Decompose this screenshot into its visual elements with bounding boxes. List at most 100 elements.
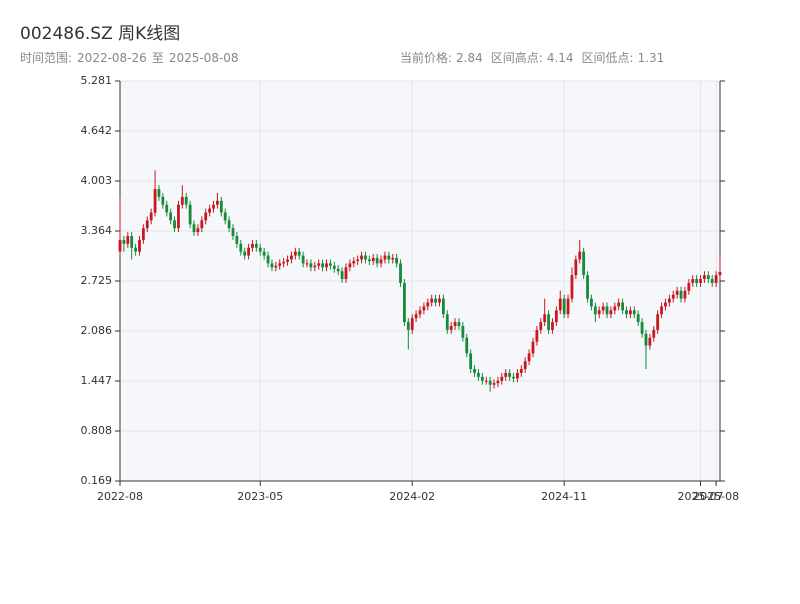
candle-body <box>492 383 496 385</box>
tr-sep: 至 <box>152 51 164 65</box>
candle-body <box>679 290 683 299</box>
candle-body <box>574 259 578 276</box>
candle-body <box>379 259 383 264</box>
candle-body <box>309 263 313 268</box>
candle-body <box>469 353 473 370</box>
stat-value: 4.14 <box>547 51 574 65</box>
candle-body <box>597 310 601 315</box>
candle-body <box>562 298 566 315</box>
candle-body <box>340 271 344 280</box>
candle-body <box>613 306 617 311</box>
candle-body <box>301 255 305 264</box>
candle-body <box>617 302 621 307</box>
candle-body <box>675 290 679 295</box>
candle-body <box>430 298 434 303</box>
candle-body <box>395 257 399 264</box>
candle-body <box>706 275 710 280</box>
candle-body <box>570 275 574 299</box>
candle-body <box>512 376 515 379</box>
candle-body <box>126 236 130 244</box>
candle-body <box>157 189 161 197</box>
candle-body <box>527 353 531 362</box>
candle-body <box>465 337 469 354</box>
candle-body <box>325 263 328 268</box>
candle-body <box>293 251 297 256</box>
y-tick-label: 1.447 <box>81 374 113 387</box>
candle-body <box>523 361 527 370</box>
candle-body <box>243 251 247 256</box>
candle-body <box>391 257 395 260</box>
candle-body <box>328 263 332 266</box>
candle-body <box>551 322 554 330</box>
candle-body <box>582 251 586 276</box>
y-tick-label: 0.169 <box>81 474 113 487</box>
candle-body <box>282 261 286 264</box>
y-tick-label: 4.003 <box>81 174 113 187</box>
candle-body <box>504 372 508 377</box>
candle-body <box>590 298 593 307</box>
candle-body <box>554 310 558 323</box>
candle-body <box>644 333 648 346</box>
candle-body <box>177 204 180 229</box>
candle-body <box>336 268 340 272</box>
candle-body <box>547 314 550 330</box>
stat-label: 当前价格: <box>400 50 452 65</box>
chart-title: 002486.SZ 周K线图 <box>20 24 180 44</box>
candle-body <box>543 314 547 323</box>
candle-body <box>208 208 212 213</box>
tr-start: 2022-08-26 <box>77 51 147 65</box>
candle-body <box>457 322 461 326</box>
candle-body <box>188 204 192 225</box>
candle-body <box>480 376 484 381</box>
candle-body <box>434 298 437 303</box>
candle-body <box>438 298 441 303</box>
candle-body <box>297 251 301 256</box>
candle-body <box>453 322 457 326</box>
candle-body <box>153 189 157 213</box>
tr-end: 2025-08-08 <box>169 51 239 65</box>
candle-body <box>219 200 223 213</box>
y-tick-label: 0.808 <box>81 424 113 437</box>
candle-body <box>718 272 722 276</box>
candle-body <box>375 257 379 264</box>
candle-body <box>714 275 718 283</box>
candle-body <box>648 337 652 346</box>
candle-body <box>500 376 504 381</box>
candle-body <box>344 267 348 280</box>
candle-body <box>406 322 410 330</box>
candle-body <box>169 212 173 221</box>
candle-body <box>387 255 391 260</box>
y-tick-label: 3.364 <box>81 224 113 237</box>
y-tick-label: 4.642 <box>81 124 113 137</box>
y-tick-label: 2.086 <box>81 324 113 337</box>
candle-body <box>535 329 539 342</box>
candle-body <box>212 204 215 209</box>
candle-body <box>321 263 324 268</box>
candle-body <box>223 212 227 221</box>
candle-body <box>609 310 613 315</box>
x-tick-label: 2024-11 <box>541 490 587 503</box>
candle-body <box>473 369 476 373</box>
candle-body <box>410 318 414 330</box>
candle-body <box>165 204 169 213</box>
candle-body <box>691 279 695 283</box>
candle-body <box>118 239 122 252</box>
candle-body <box>286 259 289 262</box>
candle-body <box>348 263 352 268</box>
candle-body <box>699 279 702 283</box>
candle-body <box>141 228 145 240</box>
candle-body <box>364 255 367 260</box>
x-tick-label: 2022-08 <box>97 490 143 503</box>
candle-body <box>441 298 445 315</box>
candle-body <box>586 275 589 299</box>
candle-body <box>383 255 387 260</box>
candle-body <box>422 306 426 311</box>
candle-body <box>266 255 270 264</box>
x-tick-label: 2023-05 <box>237 490 283 503</box>
candle-body <box>667 298 671 303</box>
candle-body <box>317 263 321 266</box>
candle-body <box>656 314 660 330</box>
candle-body <box>566 298 570 315</box>
time-range: 时间范围: 2022-08-26 至 2025-08-08 <box>20 51 239 65</box>
candle-body <box>251 243 254 248</box>
